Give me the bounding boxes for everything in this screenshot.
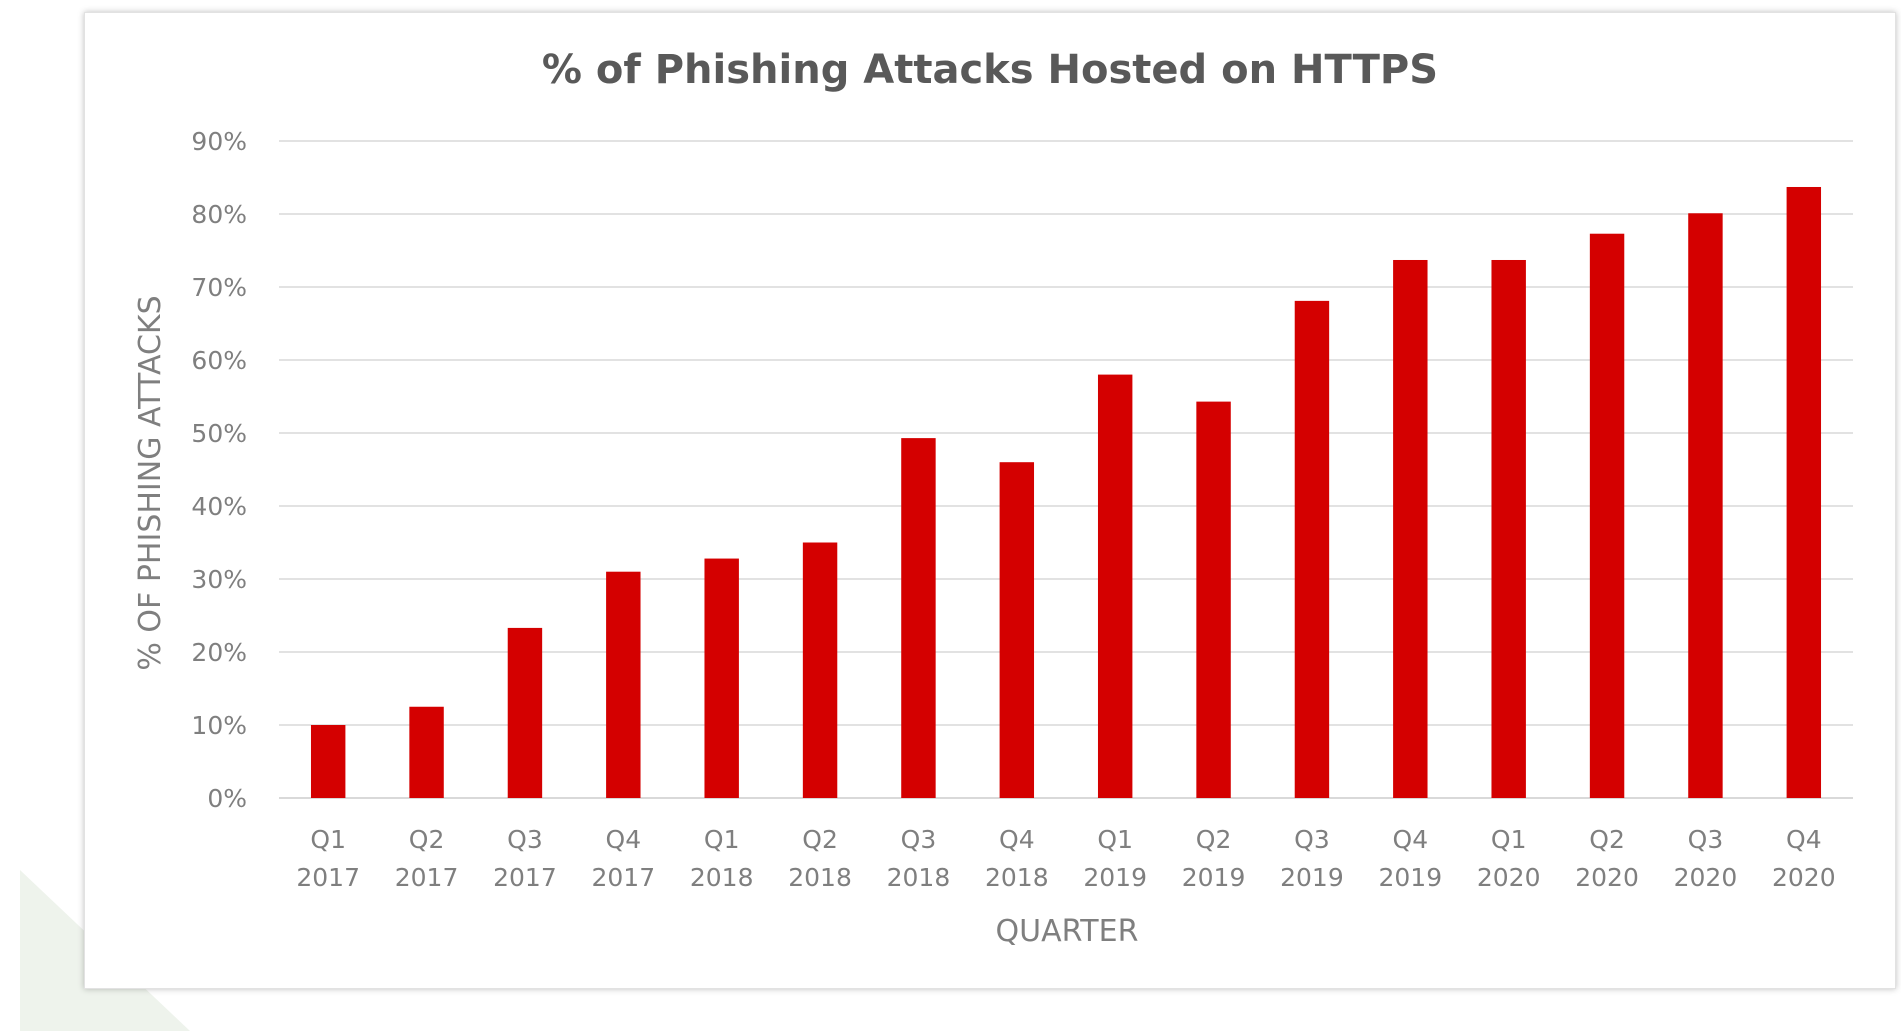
bar [1786,186,1822,799]
y-axis-ticks: 0% 10% 20% 30% 40% 50% 60% 70% 80% 90% [191,127,247,813]
y-tick-label: 30% [191,565,247,594]
bar [704,558,739,798]
bar [1196,401,1231,798]
y-tick-label: 0% [207,784,247,813]
bar [901,438,936,798]
x-axis-title: QUARTER [996,914,1139,949]
x-tick-label: Q4 2020 [1772,825,1836,892]
y-tick-label: 80% [191,200,247,229]
x-tick-label: Q2 2019 [1182,825,1246,892]
y-tick-label: 20% [191,638,247,667]
bar [802,542,838,798]
x-tick-label: Q3 2019 [1280,825,1344,892]
x-axis-ticks: Q1 2017 Q2 2017 Q3 2017 Q4 2017 Q1 2018 Q2 2018 Q3 20… [296,825,1835,892]
x-tick-label: Q1 2018 [690,825,754,892]
bar [310,725,346,798]
bar [1491,259,1526,798]
chart-title: % of Phishing Attacks Hosted on HTTPS [542,47,1438,93]
y-tick-label: 70% [191,273,247,302]
x-tick-label: Q3 2017 [493,825,557,892]
x-tick-label: Q2 2020 [1575,825,1639,892]
bar [507,627,543,798]
y-tick-label: 60% [191,346,247,375]
x-tick-label: Q3 2018 [887,825,951,892]
bar [409,706,444,798]
y-tick-label: 90% [191,127,247,156]
x-tick-label: Q4 2018 [985,825,1049,892]
y-tick-label: 10% [191,711,247,740]
x-tick-label: Q4 2017 [592,825,656,892]
x-tick-label: Q2 2017 [395,825,459,892]
y-axis-title: % OF PHISHING ATTACKS [133,295,168,670]
x-tick-label: Q2 2018 [788,825,852,892]
bar [1393,259,1428,798]
bar [1294,300,1330,798]
x-tick-label: Q1 2020 [1477,825,1541,892]
bar [1688,213,1723,798]
x-tick-label: Q4 2019 [1379,825,1443,892]
bar-chart: % of Phishing Attacks Hosted on HTTPS 0%… [133,47,1853,949]
y-tick-label: 50% [191,419,247,448]
bar [999,462,1035,798]
x-tick-label: Q1 2017 [296,825,360,892]
bar [606,571,641,798]
chart-card: % of Phishing Attacks Hosted on HTTPS 0%… [84,12,1896,989]
x-tick-label: Q3 2020 [1674,825,1738,892]
y-tick-label: 40% [191,492,247,521]
bars [310,186,1822,799]
x-tick-label: Q1 2019 [1083,825,1147,892]
bar [1097,374,1133,798]
bar [1589,233,1625,798]
